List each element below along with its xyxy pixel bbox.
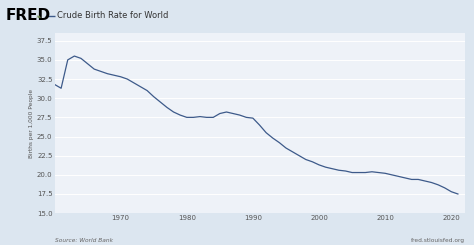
Text: fred.stlouisfed.org: fred.stlouisfed.org bbox=[410, 238, 465, 243]
Text: FRED: FRED bbox=[6, 8, 51, 23]
Text: ❧: ❧ bbox=[36, 13, 41, 20]
Text: Crude Birth Rate for World: Crude Birth Rate for World bbox=[57, 11, 168, 20]
Y-axis label: Births per 1,000 People: Births per 1,000 People bbox=[29, 88, 34, 158]
Text: Source: World Bank: Source: World Bank bbox=[55, 238, 112, 243]
